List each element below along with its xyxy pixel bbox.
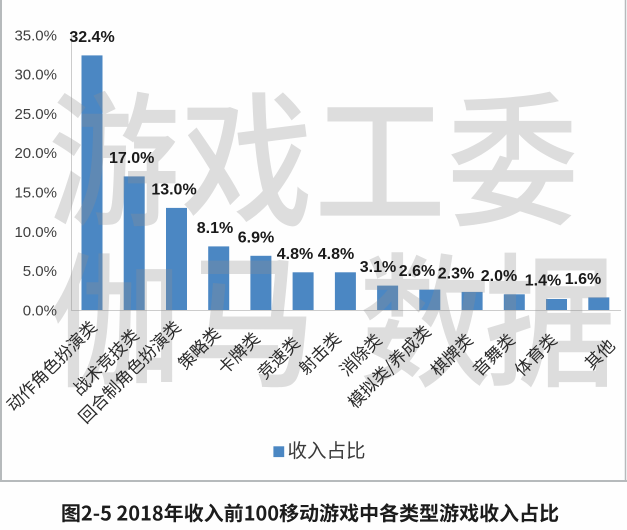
svg-text:17.0%: 17.0%: [109, 150, 154, 167]
svg-text:2.6%: 2.6%: [399, 263, 435, 280]
svg-text:2.0%: 2.0%: [481, 268, 517, 285]
svg-text:2.3%: 2.3%: [438, 265, 474, 282]
svg-text:32.4%: 32.4%: [69, 29, 114, 46]
svg-text:30.0%: 30.0%: [14, 67, 57, 84]
svg-text:4.8%: 4.8%: [318, 246, 354, 263]
svg-text:15.0%: 15.0%: [14, 185, 57, 202]
svg-text:1.4%: 1.4%: [525, 273, 561, 290]
svg-text:8.1%: 8.1%: [197, 220, 233, 237]
svg-text:6.9%: 6.9%: [238, 229, 274, 246]
svg-text:5.0%: 5.0%: [23, 263, 57, 280]
svg-text:3.1%: 3.1%: [360, 259, 396, 276]
svg-text:25.0%: 25.0%: [14, 106, 57, 123]
svg-text:10.0%: 10.0%: [14, 224, 57, 241]
svg-text:1.6%: 1.6%: [565, 271, 601, 288]
svg-text:13.0%: 13.0%: [151, 181, 196, 198]
svg-text:35.0%: 35.0%: [14, 27, 57, 44]
svg-text:20.0%: 20.0%: [14, 145, 57, 162]
svg-text:0.0%: 0.0%: [23, 302, 57, 319]
svg-text:4.8%: 4.8%: [277, 246, 313, 263]
